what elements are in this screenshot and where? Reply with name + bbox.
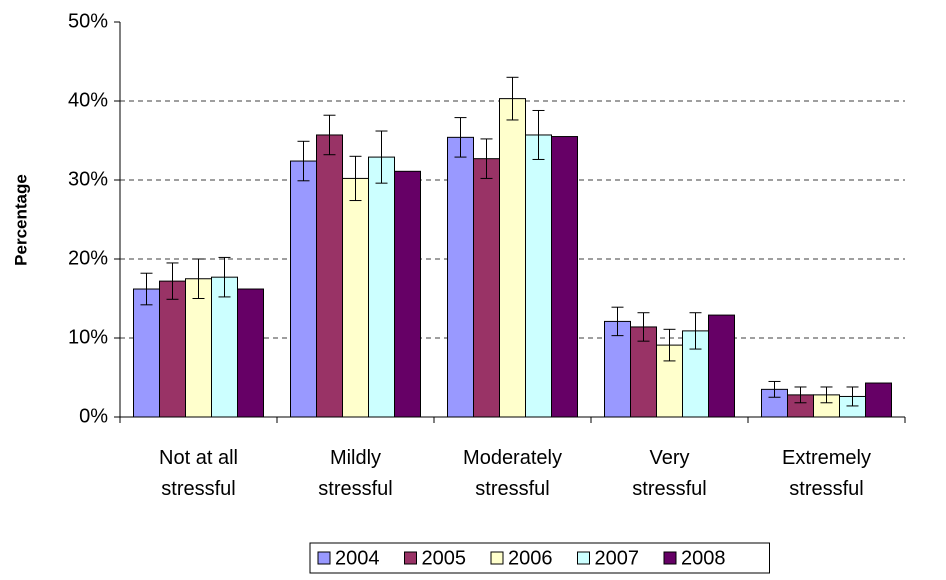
legend-swatch [317,551,331,565]
error-bar [192,258,205,299]
legend-swatch [404,551,417,565]
y-tick-label: 0% [79,405,108,427]
x-tick-label: Mildly stressful [318,447,392,500]
error-bar [768,380,781,398]
x-tick-label: Very stressful [632,447,706,500]
error-bar [532,109,545,160]
y-tick-label: 40% [68,89,108,111]
error-bar [480,138,493,179]
error-bar [323,114,336,156]
error-bar [637,312,650,342]
bar [525,134,552,418]
bar [342,177,369,418]
legend-swatch [490,551,504,565]
bar [211,276,238,418]
error-bar [349,155,362,202]
legend-label: 2006 [508,547,553,569]
bar [368,156,395,418]
error-bar [454,117,467,158]
error-bar [166,262,179,300]
bar [159,280,186,418]
bar [133,288,160,418]
legend-label: 2007 [595,547,640,569]
legend-swatch [577,551,590,565]
y-tick-label: 10% [68,326,108,348]
bar [708,314,735,418]
y-tick-label: 30% [68,168,108,190]
x-tick-label: Not at all stressful [159,447,238,500]
bar [473,158,500,418]
bar [551,136,578,418]
error-bar [611,306,624,337]
x-tick-label: Moderately stressful [463,447,562,500]
error-bar [375,130,388,184]
error-bar [218,256,231,298]
legend-box [309,542,770,574]
bar [499,98,526,418]
bar [630,326,657,418]
bar [185,278,212,418]
error-bar [297,140,310,182]
error-bar [506,76,519,121]
legend-label: 2004 [335,547,380,569]
error-bar [794,386,807,404]
y-tick-label: 20% [68,247,108,269]
bar [290,160,317,418]
bar [237,288,264,418]
error-bar [663,328,676,362]
bar [865,382,892,418]
legend-label: 2008 [681,547,726,569]
legend-label: 2005 [422,547,467,569]
x-tick-label: Extremely stressful [782,447,871,500]
error-bar [689,312,702,350]
error-bar [820,386,833,404]
bar [447,136,474,418]
bar [394,170,421,418]
error-bar [846,386,859,407]
bar [316,134,343,418]
y-tick-label: 50% [68,10,108,32]
y-axis-label: Percentage [11,174,30,266]
error-bar [140,272,153,306]
legend-swatch [663,551,677,565]
